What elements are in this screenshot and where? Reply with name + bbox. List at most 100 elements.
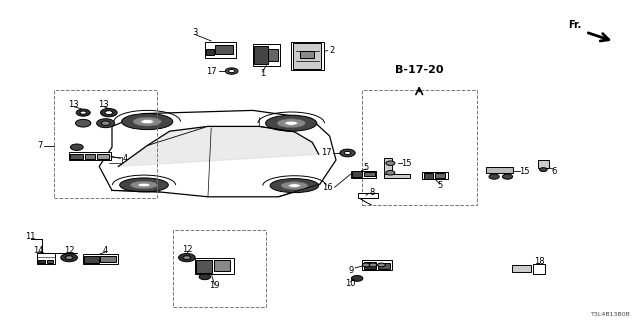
Text: B-17-20: B-17-20 (395, 65, 444, 76)
Bar (362, 90, 477, 205)
Ellipse shape (289, 184, 301, 187)
Bar (84, 256, 99, 263)
Circle shape (386, 171, 395, 175)
Ellipse shape (270, 179, 319, 193)
Text: 5: 5 (364, 163, 369, 172)
Ellipse shape (122, 114, 173, 130)
Bar (384, 158, 392, 178)
Bar (54, 90, 157, 198)
Ellipse shape (285, 121, 298, 125)
Text: 5: 5 (437, 181, 442, 190)
Bar (486, 167, 513, 173)
Text: 8: 8 (370, 188, 375, 197)
Circle shape (105, 111, 113, 115)
Bar (205, 42, 236, 58)
Text: 12: 12 (182, 245, 192, 254)
Ellipse shape (120, 178, 168, 192)
Bar (424, 173, 433, 179)
Bar (538, 160, 549, 168)
Text: 17: 17 (321, 148, 332, 157)
Circle shape (80, 111, 86, 114)
Bar (293, 43, 321, 69)
Text: 16: 16 (323, 183, 333, 192)
Text: 13: 13 (68, 100, 79, 109)
Bar (512, 265, 531, 272)
Circle shape (378, 263, 385, 267)
Text: 15: 15 (401, 159, 412, 168)
Text: T3L4B13B0B: T3L4B13B0B (591, 312, 630, 317)
Bar (364, 172, 375, 176)
Bar (384, 174, 410, 178)
Circle shape (386, 161, 395, 165)
Text: 10: 10 (346, 279, 356, 288)
Text: 3: 3 (193, 28, 198, 37)
Bar (351, 171, 376, 178)
Text: 13: 13 (99, 100, 109, 109)
Circle shape (97, 119, 115, 128)
Text: 15: 15 (520, 167, 530, 176)
Text: 11: 11 (26, 232, 36, 241)
Circle shape (489, 174, 499, 179)
Ellipse shape (266, 115, 317, 131)
Text: 12: 12 (64, 246, 74, 255)
Circle shape (199, 274, 211, 280)
Text: 4: 4 (122, 154, 127, 163)
Circle shape (362, 263, 370, 267)
Text: 1: 1 (260, 69, 265, 78)
Text: 9: 9 (348, 266, 353, 275)
Bar (83, 254, 118, 264)
Circle shape (101, 121, 110, 125)
Text: Fr.: Fr. (568, 20, 581, 30)
Bar (358, 193, 378, 198)
Circle shape (225, 68, 238, 74)
Bar (254, 46, 268, 64)
Circle shape (70, 144, 83, 150)
Bar (195, 258, 234, 274)
Bar (100, 256, 116, 262)
Bar (37, 253, 55, 264)
Bar (215, 45, 233, 54)
Bar (378, 263, 390, 269)
Bar (97, 154, 109, 159)
Bar (214, 260, 230, 271)
Bar (196, 260, 212, 273)
Text: 17: 17 (206, 67, 216, 76)
Bar (268, 49, 278, 61)
Circle shape (100, 108, 117, 117)
Circle shape (344, 151, 351, 155)
Bar (47, 260, 53, 263)
Bar (69, 152, 111, 160)
Ellipse shape (141, 120, 154, 124)
Text: 4: 4 (103, 246, 108, 255)
Circle shape (351, 276, 363, 281)
Bar (435, 173, 445, 178)
Ellipse shape (277, 119, 305, 128)
Bar (362, 260, 392, 270)
Text: 14: 14 (33, 246, 44, 255)
Circle shape (340, 149, 355, 157)
Bar (253, 44, 280, 66)
Circle shape (183, 256, 191, 260)
Bar (70, 154, 83, 159)
Bar (364, 262, 376, 269)
Ellipse shape (131, 181, 157, 189)
Text: 18: 18 (534, 257, 545, 266)
Text: 6: 6 (551, 167, 556, 176)
Bar (206, 49, 214, 55)
Circle shape (540, 168, 547, 172)
Circle shape (65, 256, 73, 260)
Bar (173, 230, 266, 307)
Circle shape (502, 174, 513, 179)
Text: 2: 2 (329, 46, 334, 55)
Text: 19: 19 (209, 281, 220, 290)
Bar (533, 264, 545, 274)
Bar (38, 260, 45, 263)
Bar (291, 42, 324, 70)
Ellipse shape (281, 182, 308, 189)
Bar (300, 51, 314, 58)
Polygon shape (118, 126, 319, 166)
Bar (422, 172, 448, 179)
Circle shape (76, 109, 90, 116)
Circle shape (369, 263, 377, 267)
Text: 7: 7 (38, 141, 43, 150)
